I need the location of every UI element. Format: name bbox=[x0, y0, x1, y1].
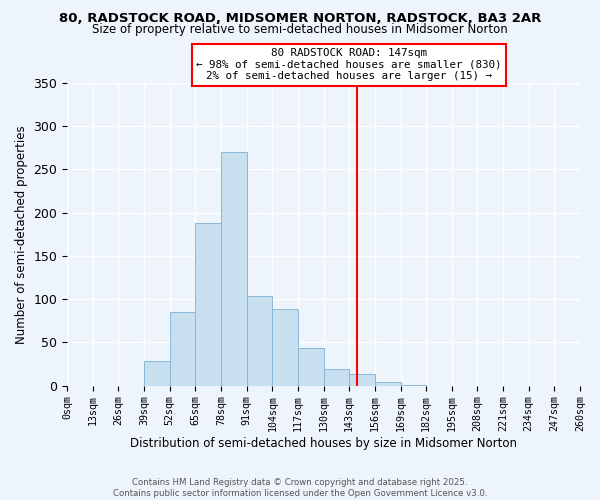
Bar bbox=[298, 348, 323, 386]
Bar bbox=[144, 362, 170, 386]
Bar bbox=[247, 296, 272, 386]
X-axis label: Distribution of semi-detached houses by size in Midsomer Norton: Distribution of semi-detached houses by … bbox=[130, 437, 517, 450]
Y-axis label: Number of semi-detached properties: Number of semi-detached properties bbox=[15, 125, 28, 344]
Text: 80 RADSTOCK ROAD: 147sqm
← 98% of semi-detached houses are smaller (830)
2% of s: 80 RADSTOCK ROAD: 147sqm ← 98% of semi-d… bbox=[196, 48, 502, 81]
Text: Size of property relative to semi-detached houses in Midsomer Norton: Size of property relative to semi-detach… bbox=[92, 22, 508, 36]
Bar bbox=[401, 385, 426, 386]
Bar bbox=[349, 374, 375, 386]
Bar bbox=[323, 370, 349, 386]
Bar bbox=[196, 223, 221, 386]
Bar bbox=[170, 312, 196, 386]
Bar bbox=[272, 308, 298, 386]
Bar bbox=[375, 382, 401, 386]
Text: 80, RADSTOCK ROAD, MIDSOMER NORTON, RADSTOCK, BA3 2AR: 80, RADSTOCK ROAD, MIDSOMER NORTON, RADS… bbox=[59, 12, 541, 26]
Text: Contains HM Land Registry data © Crown copyright and database right 2025.
Contai: Contains HM Land Registry data © Crown c… bbox=[113, 478, 487, 498]
Bar bbox=[221, 152, 247, 386]
